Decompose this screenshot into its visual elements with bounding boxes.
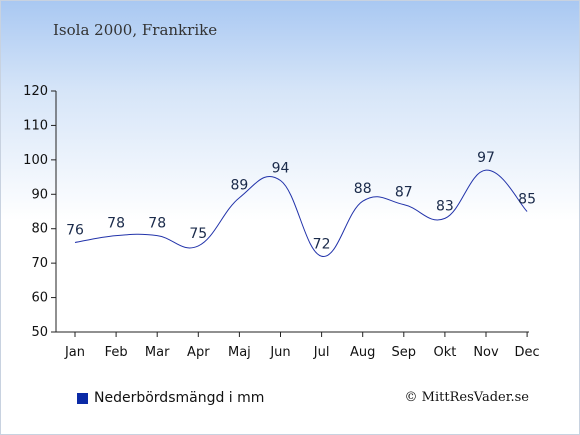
x-tick-label: Dec — [515, 345, 540, 360]
y-tick-label: 80 — [31, 222, 48, 237]
data-label: 88 — [354, 181, 372, 197]
x-tick-label: Jan — [64, 345, 85, 360]
y-tick-label: 90 — [31, 187, 48, 202]
y-tick-label: 110 — [23, 118, 48, 133]
y-tick-label: 100 — [23, 153, 48, 168]
data-label: 72 — [313, 236, 331, 252]
y-tick-label: 50 — [31, 325, 48, 340]
chart-title: Isola 2000, Frankrike — [53, 21, 218, 39]
x-tick-label: Sep — [392, 345, 417, 360]
axes — [55, 91, 529, 333]
data-label: 94 — [272, 161, 290, 177]
x-tick-label: Apr — [187, 345, 210, 360]
y-axis-ticks: 50 60 70 80 90 100 110 120 — [23, 84, 56, 340]
copyright-notice: © MittResVader.se — [404, 390, 529, 405]
legend-label: Nederbördsmängd i mm — [94, 390, 265, 406]
x-tick-label: Aug — [350, 345, 375, 360]
x-tick-label: Jun — [269, 345, 290, 360]
precipitation-line — [74, 169, 528, 257]
data-label: 87 — [395, 185, 413, 201]
data-label: 89 — [230, 178, 248, 194]
y-tick-label: 120 — [23, 84, 48, 99]
legend-swatch — [77, 392, 88, 404]
x-tick-label: Feb — [105, 345, 128, 360]
y-tick-label: 60 — [31, 291, 48, 306]
data-label: 83 — [436, 198, 454, 214]
x-tick-label: Nov — [473, 345, 499, 360]
data-label: 85 — [518, 192, 536, 208]
data-labels: 76 78 78 75 89 94 72 88 87 83 97 85 — [66, 150, 536, 252]
data-label: 75 — [189, 226, 207, 242]
x-tick-label: Jul — [313, 345, 330, 360]
y-tick-label: 70 — [31, 256, 48, 271]
legend: Nederbördsmängd i mm — [77, 390, 264, 406]
data-label: 78 — [148, 216, 166, 232]
data-label: 76 — [66, 222, 84, 238]
data-label: 97 — [477, 150, 495, 166]
data-label: 78 — [107, 216, 125, 232]
x-tick-label: Maj — [228, 345, 251, 360]
x-axis-ticks: Jan Feb Mar Apr Maj Jun Jul Aug Sep Okt Nov Dec — [64, 332, 540, 360]
x-tick-label: Okt — [433, 345, 456, 360]
x-tick-label: Mar — [145, 345, 170, 360]
